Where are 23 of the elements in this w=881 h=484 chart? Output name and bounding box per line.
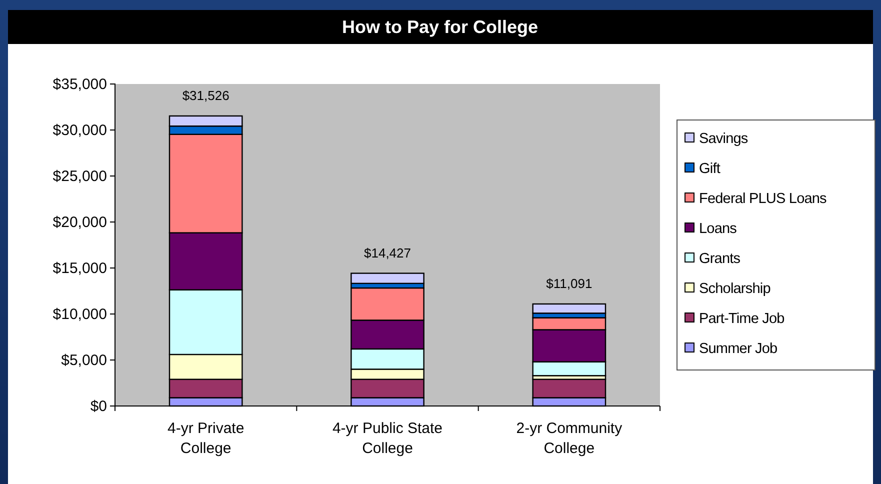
x-tick-label: 2-yr Community College (516, 420, 623, 457)
y-tick-label: $25,000 (52, 168, 107, 185)
chart-title: How to Pay for College (342, 17, 538, 37)
legend-label: Summer Job (699, 341, 778, 357)
legend-label: Loans (699, 221, 737, 237)
legend-label: Scholarship (699, 281, 771, 297)
total-label: $11,091 (546, 276, 592, 291)
legend-label: Federal PLUS Loans (699, 191, 827, 207)
y-tick-label: $15,000 (52, 260, 107, 277)
legend-label: Savings (699, 131, 748, 147)
y-tick-label: $5,000 (61, 352, 107, 369)
legend-label: Gift (699, 161, 720, 177)
y-tick-label: $0 (90, 398, 107, 415)
x-tick-label: 4-yr Public State College (332, 420, 443, 457)
y-tick-label: $30,000 (52, 122, 107, 139)
legend-label: Grants (699, 251, 740, 267)
x-tick-label: 4-yr Private College (167, 420, 244, 457)
y-tick-label: $35,000 (52, 76, 107, 93)
total-label: $31,526 (182, 88, 230, 103)
legend-label: Part-Time Job (699, 311, 785, 327)
y-tick-label: $10,000 (52, 306, 107, 323)
total-label: $14,427 (364, 245, 411, 260)
y-tick-label: $20,000 (52, 214, 107, 231)
